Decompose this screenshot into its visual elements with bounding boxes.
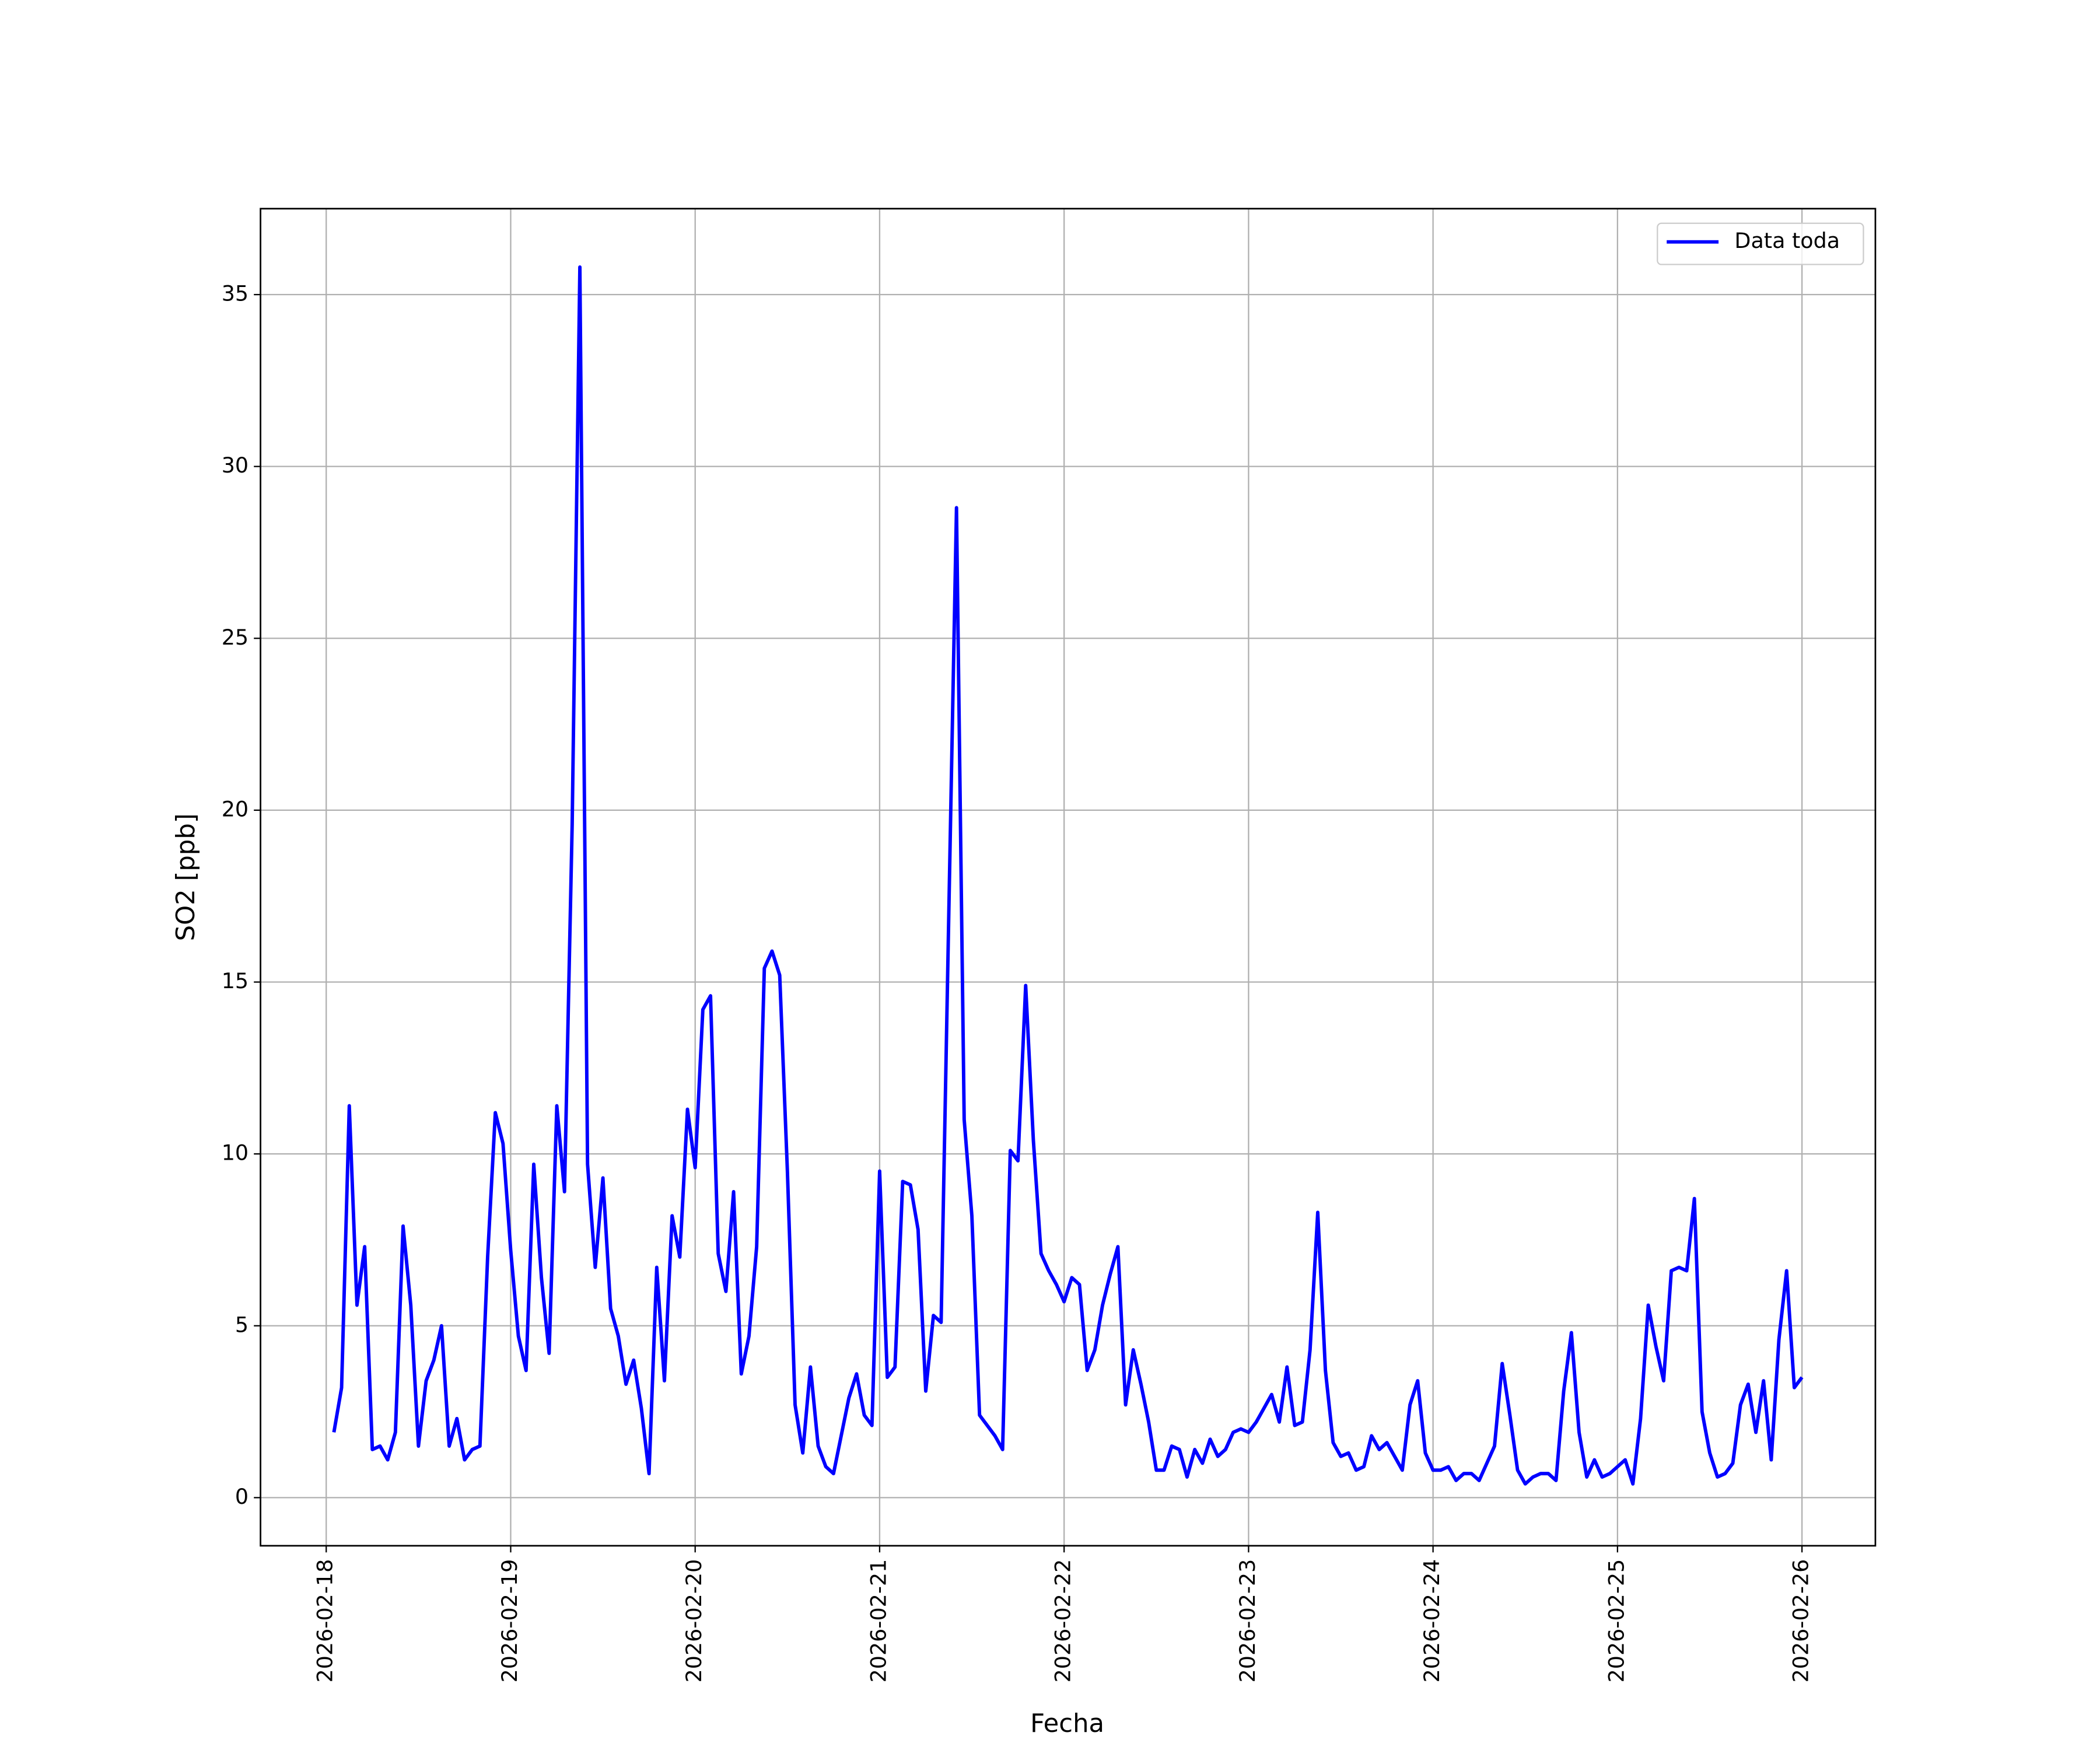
x-tick-label: 2026-02-23 (1235, 1559, 1260, 1683)
y-tick-label: 30 (222, 453, 249, 478)
x-tick-label: 2026-02-25 (1604, 1559, 1629, 1683)
y-tick-label: 5 (235, 1312, 249, 1337)
x-tick-label: 2026-02-19 (497, 1559, 522, 1683)
x-tick-label: 2026-02-24 (1419, 1559, 1444, 1683)
legend-label: Data toda (1734, 228, 1840, 253)
y-tick-label: 25 (222, 625, 249, 650)
x-tick-label: 2026-02-22 (1051, 1559, 1076, 1683)
x-tick-label: 2026-02-21 (866, 1559, 891, 1683)
y-axis-label: SO2 [ppb] (172, 813, 201, 941)
y-tick-label: 20 (222, 796, 249, 821)
data-line (332, 265, 1804, 1486)
x-axis-label: Fecha (1030, 1709, 1104, 1738)
y-tick-label: 15 (222, 968, 249, 993)
x-tick-label: 2026-02-26 (1788, 1559, 1814, 1683)
y-tick-label: 35 (222, 281, 249, 306)
y-tick-label: 10 (222, 1140, 249, 1166)
x-tick-label: 2026-02-20 (681, 1559, 706, 1683)
plot-frame (260, 208, 1877, 1547)
legend-box (1657, 222, 1864, 265)
y-tick-label: 0 (235, 1484, 249, 1509)
x-tick-label: 2026-02-18 (313, 1559, 338, 1683)
